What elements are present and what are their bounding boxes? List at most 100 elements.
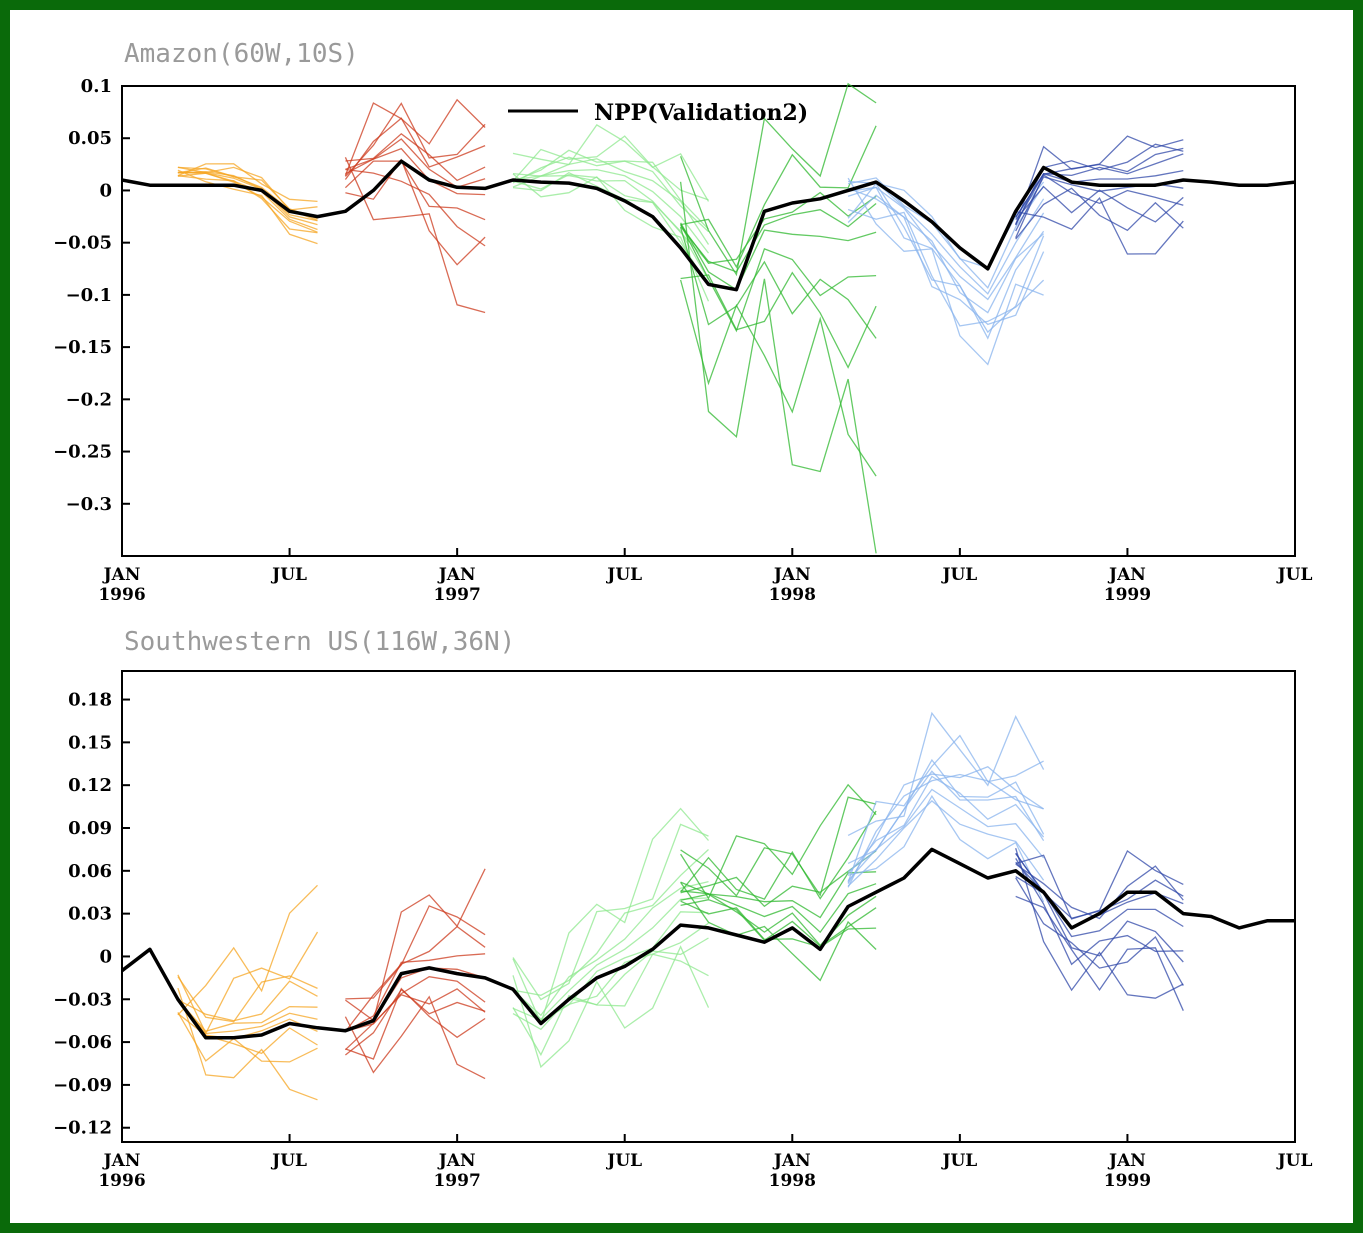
amazon-ensemble-line [679, 181, 877, 554]
amazon-ensemble-line [1015, 196, 1184, 255]
southwestern-us-x-tick-month: JUL [940, 1151, 977, 1171]
southwestern-us-ensemble-line [512, 897, 709, 1021]
southwestern-us-x-tick-year: 1997 [433, 1171, 480, 1191]
southwestern-us-x-tick-year: 1996 [98, 1171, 145, 1191]
amazon-panel-title: Amazon(60W,10S) [124, 39, 359, 69]
amazon-npp-series-line [121, 159, 1296, 292]
legend: NPP(Validation2) [508, 100, 808, 126]
southwestern-us-ensemble-line [847, 711, 1045, 836]
amazon-x-tick-year: 1999 [1104, 585, 1151, 605]
amazon-y-tick-label: −0.25 [53, 442, 112, 463]
amazon-x-tick-month: JUL [270, 565, 307, 585]
amazon-ensemble-line [1015, 185, 1184, 223]
southwestern-us-ensemble-line [177, 884, 318, 1016]
southwestern-us-ensemble-line [344, 925, 486, 1032]
southwestern-us-ensemble-line [847, 800, 1045, 887]
southwestern-us-ensemble-line [512, 823, 709, 1001]
southwestern-us-series-lines [120, 847, 1295, 1040]
southwestern-us-ensemble-line [847, 766, 1044, 884]
southwestern-us-ensemble-line [680, 883, 877, 934]
southwestern-us-ensemble-line [177, 1011, 318, 1063]
southwestern-us-x-tick-month: JAN [102, 1151, 141, 1171]
southwestern-us-y-tick-label: −0.06 [53, 1032, 112, 1053]
southwestern-us-y-tick-label: 0.18 [68, 690, 112, 711]
southwestern-us-y-tick-label: 0.15 [68, 732, 112, 753]
southwestern-us-ensemble-line [680, 850, 877, 908]
southwestern-us-ensemble-line [680, 871, 877, 919]
southwestern-us-y-tick-label: −0.12 [53, 1118, 112, 1139]
amazon-ensemble-line [680, 202, 877, 273]
southwestern-us-ensemble-line [680, 796, 877, 897]
amazon-ensemble-line [177, 166, 318, 211]
amazon-ensemble-line [847, 182, 1045, 334]
amazon-ensemble-line [344, 157, 486, 314]
amazon-x-tick-month: JUL [940, 565, 977, 585]
amazon-x-tick-year: 1998 [769, 585, 816, 605]
southwestern-us-ensemble-line [847, 794, 1045, 903]
amazon-ensemble-line [512, 174, 710, 281]
southwestern-us-panel: Southwestern US(116W,36N) 0.180.150.120.… [53, 627, 1312, 1191]
southwestern-us-ensemble-line [177, 980, 318, 1022]
chart-figure: Amazon(60W,10S) 0.1 0.05 0 −0.05 −0.1 −0.15 −0… [53, 39, 1312, 1191]
amazon-x-tick-month: JUL [605, 565, 642, 585]
amazon-series-lines [121, 159, 1296, 292]
southwestern-us-y-tick-label: 0.09 [68, 818, 112, 839]
southwestern-us-ensemble-line [680, 783, 877, 900]
southwestern-us-ensemble-line [345, 953, 486, 1033]
southwestern-us-ensemble-line [512, 937, 709, 1031]
amazon-x-tick-month: JAN [772, 565, 811, 585]
southwestern-us-ensemble-line [847, 775, 1045, 875]
amazon-panel: Amazon(60W,10S) 0.1 0.05 0 −0.05 −0.1 −0.15 −0… [53, 39, 1312, 605]
southwestern-us-y-tick-label: 0.06 [68, 861, 112, 882]
amazon-plot-area [121, 85, 1296, 557]
amazon-ensemble-lines [177, 82, 1184, 554]
southwestern-us-ensemble-line [847, 773, 1044, 888]
southwestern-us-x-tick-year: 1999 [1104, 1171, 1151, 1191]
amazon-axes: 0.10.050−0.05−0.1−0.15−0.2−0.25−0.3JAN19… [53, 76, 1312, 605]
southwestern-us-y-tick-label: 0 [99, 946, 112, 967]
southwestern-us-ensemble-line [680, 893, 877, 947]
amazon-ensemble-line [1015, 147, 1184, 218]
southwestern-us-ensemble-line [680, 900, 877, 948]
amazon-ensemble-line [345, 147, 486, 196]
figure-frame: Amazon(60W,10S) 0.1 0.05 0 −0.05 −0.1 −0.15 −0… [10, 10, 1353, 1223]
amazon-ensemble-line [1015, 187, 1184, 240]
southwestern-us-ensemble-line [1015, 895, 1184, 1011]
amazon-ensemble-line [177, 171, 318, 226]
southwestern-us-ensemble-line [177, 998, 318, 1035]
amazon-ensemble-line [679, 227, 877, 339]
southwestern-us-ensemble-line [344, 995, 486, 1080]
southwestern-us-ensemble-line [512, 953, 709, 1057]
amazon-ensemble-line [344, 102, 486, 177]
southwestern-us-ensemble-line [847, 788, 1045, 882]
southwestern-us-ensemble-line [177, 987, 318, 1101]
legend-label: NPP(Validation2) [594, 100, 808, 126]
amazon-y-tick-label: 0.1 [81, 76, 112, 97]
southwestern-us-ensemble-line [512, 807, 709, 1025]
amazon-ensemble-line [847, 177, 1044, 366]
amazon-ensemble-line [512, 158, 710, 245]
amazon-ensemble-line [512, 124, 710, 202]
amazon-ensemble-line [679, 279, 877, 477]
southwestern-us-y-tick-label: −0.03 [53, 989, 112, 1010]
amazon-y-tick-label: −0.15 [53, 337, 112, 358]
amazon-ensemble-line [512, 168, 710, 254]
southwestern-us-ensemble-line [847, 734, 1044, 883]
southwestern-us-ensemble-line [1015, 877, 1184, 986]
amazon-ensemble-line [847, 194, 1045, 326]
amazon-ensemble-line [512, 156, 709, 233]
amazon-ensemble-line [680, 223, 877, 333]
amazon-ensemble-line [177, 172, 318, 231]
southwestern-us-axes: 0.18 0.15 0.12 0.09 0.06 0.03 0 −0.03 −0.06 −0.09… [53, 690, 1312, 1191]
amazon-ensemble-line [177, 163, 318, 203]
amazon-ensemble-line [680, 191, 877, 264]
amazon-x-tick-month: JAN [1107, 565, 1146, 585]
amazon-ensemble-line [177, 169, 318, 245]
southwestern-us-ensemble-line [177, 931, 319, 1035]
southwestern-us-x-tick-month: JUL [1276, 1151, 1313, 1171]
southwestern-us-x-tick-month: JUL [270, 1151, 307, 1171]
southwestern-us-x-tick-year: 1998 [769, 1171, 816, 1191]
southwestern-us-npp-series-line [120, 847, 1295, 1040]
southwestern-us-ensemble-line [344, 988, 486, 1056]
amazon-ensemble-line [344, 117, 486, 180]
